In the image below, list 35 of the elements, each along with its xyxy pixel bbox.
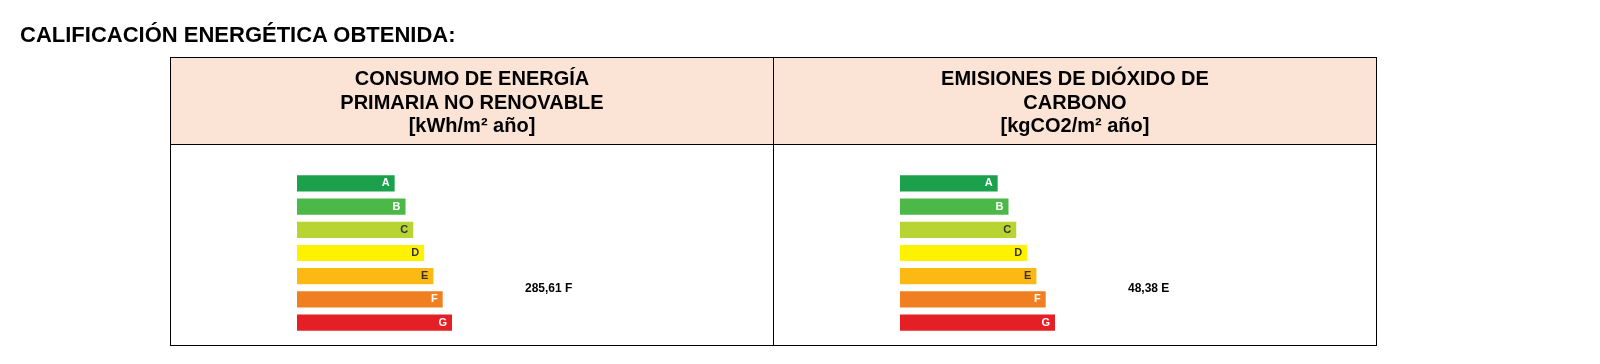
bar bbox=[900, 175, 998, 192]
bar bbox=[297, 221, 414, 238]
text: CALIFICACIÓN ENERGÉTICA OBTENIDA: bbox=[20, 22, 456, 48]
bar bbox=[900, 244, 1028, 262]
bar bbox=[900, 268, 1037, 285]
bar bbox=[297, 244, 425, 262]
bar bbox=[297, 198, 406, 215]
bar bbox=[900, 314, 1055, 331]
y-tick-label: C bbox=[400, 222, 409, 235]
y-tick-label: F bbox=[1033, 292, 1041, 305]
bar bbox=[900, 221, 1017, 238]
y-tick-label: B bbox=[392, 199, 401, 212]
text: 285,61 F bbox=[525, 281, 573, 295]
y-tick-label: D bbox=[1014, 246, 1023, 258]
chart-subtitle: [kgCO2/m² año] bbox=[1000, 113, 1150, 137]
y-tick-label: C bbox=[1003, 222, 1012, 235]
y-tick-label: D bbox=[411, 246, 420, 258]
chart-subtitle: [kWh/m² año] bbox=[408, 113, 536, 137]
text: 48,38 E bbox=[1128, 281, 1170, 295]
y-tick-label: E bbox=[421, 269, 429, 282]
y-tick-label: E bbox=[1024, 269, 1032, 282]
chart-title: CONSUMO DE ENERGÍA PRIMARIA NO RENOVABLE bbox=[339, 65, 605, 114]
bar bbox=[900, 291, 1046, 308]
y-tick-label: G bbox=[438, 315, 447, 328]
y-tick-label: A bbox=[381, 176, 390, 189]
y-tick-label: F bbox=[430, 292, 438, 305]
y-tick-label: B bbox=[995, 199, 1004, 212]
bar bbox=[297, 314, 452, 331]
y-tick-label: G bbox=[1041, 315, 1050, 328]
chart-title: EMISIONES DE DIÓXIDO DE CARBONO bbox=[940, 65, 1210, 114]
y-tick-label: A bbox=[984, 176, 993, 189]
bar bbox=[297, 268, 434, 285]
bar bbox=[900, 198, 1009, 215]
bar bbox=[297, 291, 443, 308]
bar bbox=[297, 175, 395, 192]
